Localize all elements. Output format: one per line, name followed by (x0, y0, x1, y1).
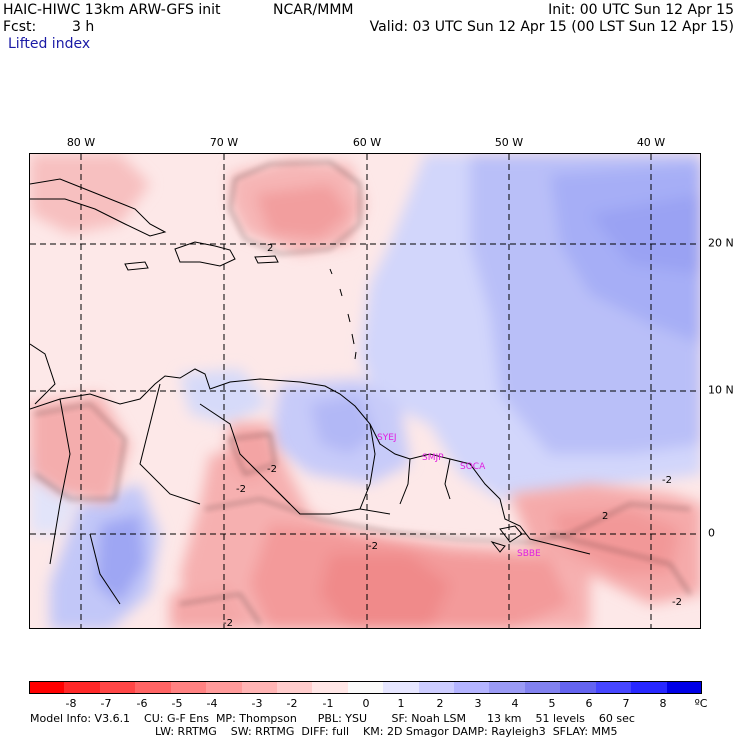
cb-label: -6 (136, 697, 148, 710)
colorbar-cell (206, 681, 242, 694)
contour-label: -2 (236, 484, 246, 495)
station-smjp: SMJP (422, 453, 444, 463)
stations: SYEJ SMJP SOCA SBBE (377, 433, 541, 559)
lifted-index-map: 2 -2 -2 2 -2 -2 -2 -2 SYEJ SMJP SOCA SBB… (29, 153, 701, 629)
colorbar-cell (383, 681, 420, 694)
cb-label: 3 (474, 697, 482, 710)
lat-label-20n: 20 N (708, 236, 734, 250)
lat-lon-grid (30, 154, 700, 628)
cb-label: 7 (622, 697, 630, 710)
colorbar-cell (454, 681, 490, 694)
lat-label-10n: 10 N (708, 383, 734, 397)
lon-label-50w: 50 W (494, 136, 524, 149)
cb-label: 5 (548, 697, 556, 710)
contour-label: -2 (672, 597, 682, 608)
colorbar-cell (631, 681, 668, 694)
cb-label: 0 (362, 697, 370, 710)
cb-label: -8 (65, 697, 77, 710)
colorbar-cell (29, 681, 65, 694)
colorbar-cell (170, 681, 207, 694)
cb-label: 2 (436, 697, 444, 710)
contour-label: 2 (267, 243, 273, 254)
org-label: NCAR/MMM (273, 2, 354, 18)
colorbar-cell (666, 681, 703, 694)
colorbar-cell (347, 681, 384, 694)
model-info-line2: LW: RRTMG SW: RRTMG DIFF: full KM: 2D Sm… (155, 725, 618, 738)
forecast-hour: 3 h (72, 19, 95, 35)
field-name: Lifted index (8, 36, 91, 52)
colorbar-cell (418, 681, 455, 694)
colorbar-cell (241, 681, 278, 694)
contour-labels: 2 -2 -2 2 -2 -2 -2 -2 (223, 243, 682, 629)
model-title: HAIC-HIWC 13km ARW-GFS init (3, 2, 221, 18)
contour-label: -2 (267, 464, 277, 475)
lon-label-70w: 70 W (209, 136, 239, 149)
lat-label-eq: 0 (708, 526, 715, 540)
positive-li-region (30, 154, 700, 628)
negative-li-region (30, 154, 700, 628)
colorbar-cell (276, 681, 313, 694)
cb-label: 1 (397, 697, 405, 710)
map-canvas: 2 -2 -2 2 -2 -2 -2 -2 SYEJ SMJP SOCA SBB… (30, 154, 700, 629)
lon-label-80w: 80 W (66, 136, 96, 149)
colorbar-cell (595, 681, 632, 694)
cb-label: -4 (206, 697, 218, 710)
station-syej: SYEJ (377, 433, 397, 443)
init-time: Init: 00 UTC Sun 12 Apr 15 (548, 2, 734, 18)
coastlines (30, 178, 591, 605)
colorbar-cell (64, 681, 101, 694)
cb-label: -2 (286, 697, 298, 710)
station-sbbe: SBBE (517, 549, 541, 559)
contour-label: -2 (662, 475, 672, 486)
colorbar-cell (560, 681, 597, 694)
contour-label: -2 (223, 618, 233, 629)
colorbar-cell (312, 681, 349, 694)
cb-label: -3 (251, 697, 263, 710)
contour-label: -2 (368, 541, 378, 552)
contour-label: 2 (602, 511, 608, 522)
cb-label: -5 (171, 697, 183, 710)
lon-label-40w: 40 W (636, 136, 666, 149)
colorbar-cell (99, 681, 136, 694)
cb-label: -1 (322, 697, 334, 710)
station-soca: SOCA (460, 462, 486, 472)
lon-label-60w: 60 W (352, 136, 382, 149)
model-info-line1: Model Info: V3.6.1 CU: G-F Ens MP: Thomp… (30, 712, 635, 725)
cb-label: 6 (585, 697, 593, 710)
cb-label: 8 (659, 697, 667, 710)
valid-time: Valid: 03 UTC Sun 12 Apr 15 (00 LST Sun … (369, 19, 734, 35)
cb-unit: ºC (694, 697, 708, 710)
cb-label: 4 (511, 697, 519, 710)
colorbar-border (29, 681, 702, 694)
li-contours (34, 161, 691, 625)
colorbar-cell (489, 681, 526, 694)
colorbar-cell (135, 681, 172, 694)
cb-label: -7 (100, 697, 112, 710)
forecast-label: Fcst: (3, 19, 37, 35)
colorbar-cell (524, 681, 561, 694)
